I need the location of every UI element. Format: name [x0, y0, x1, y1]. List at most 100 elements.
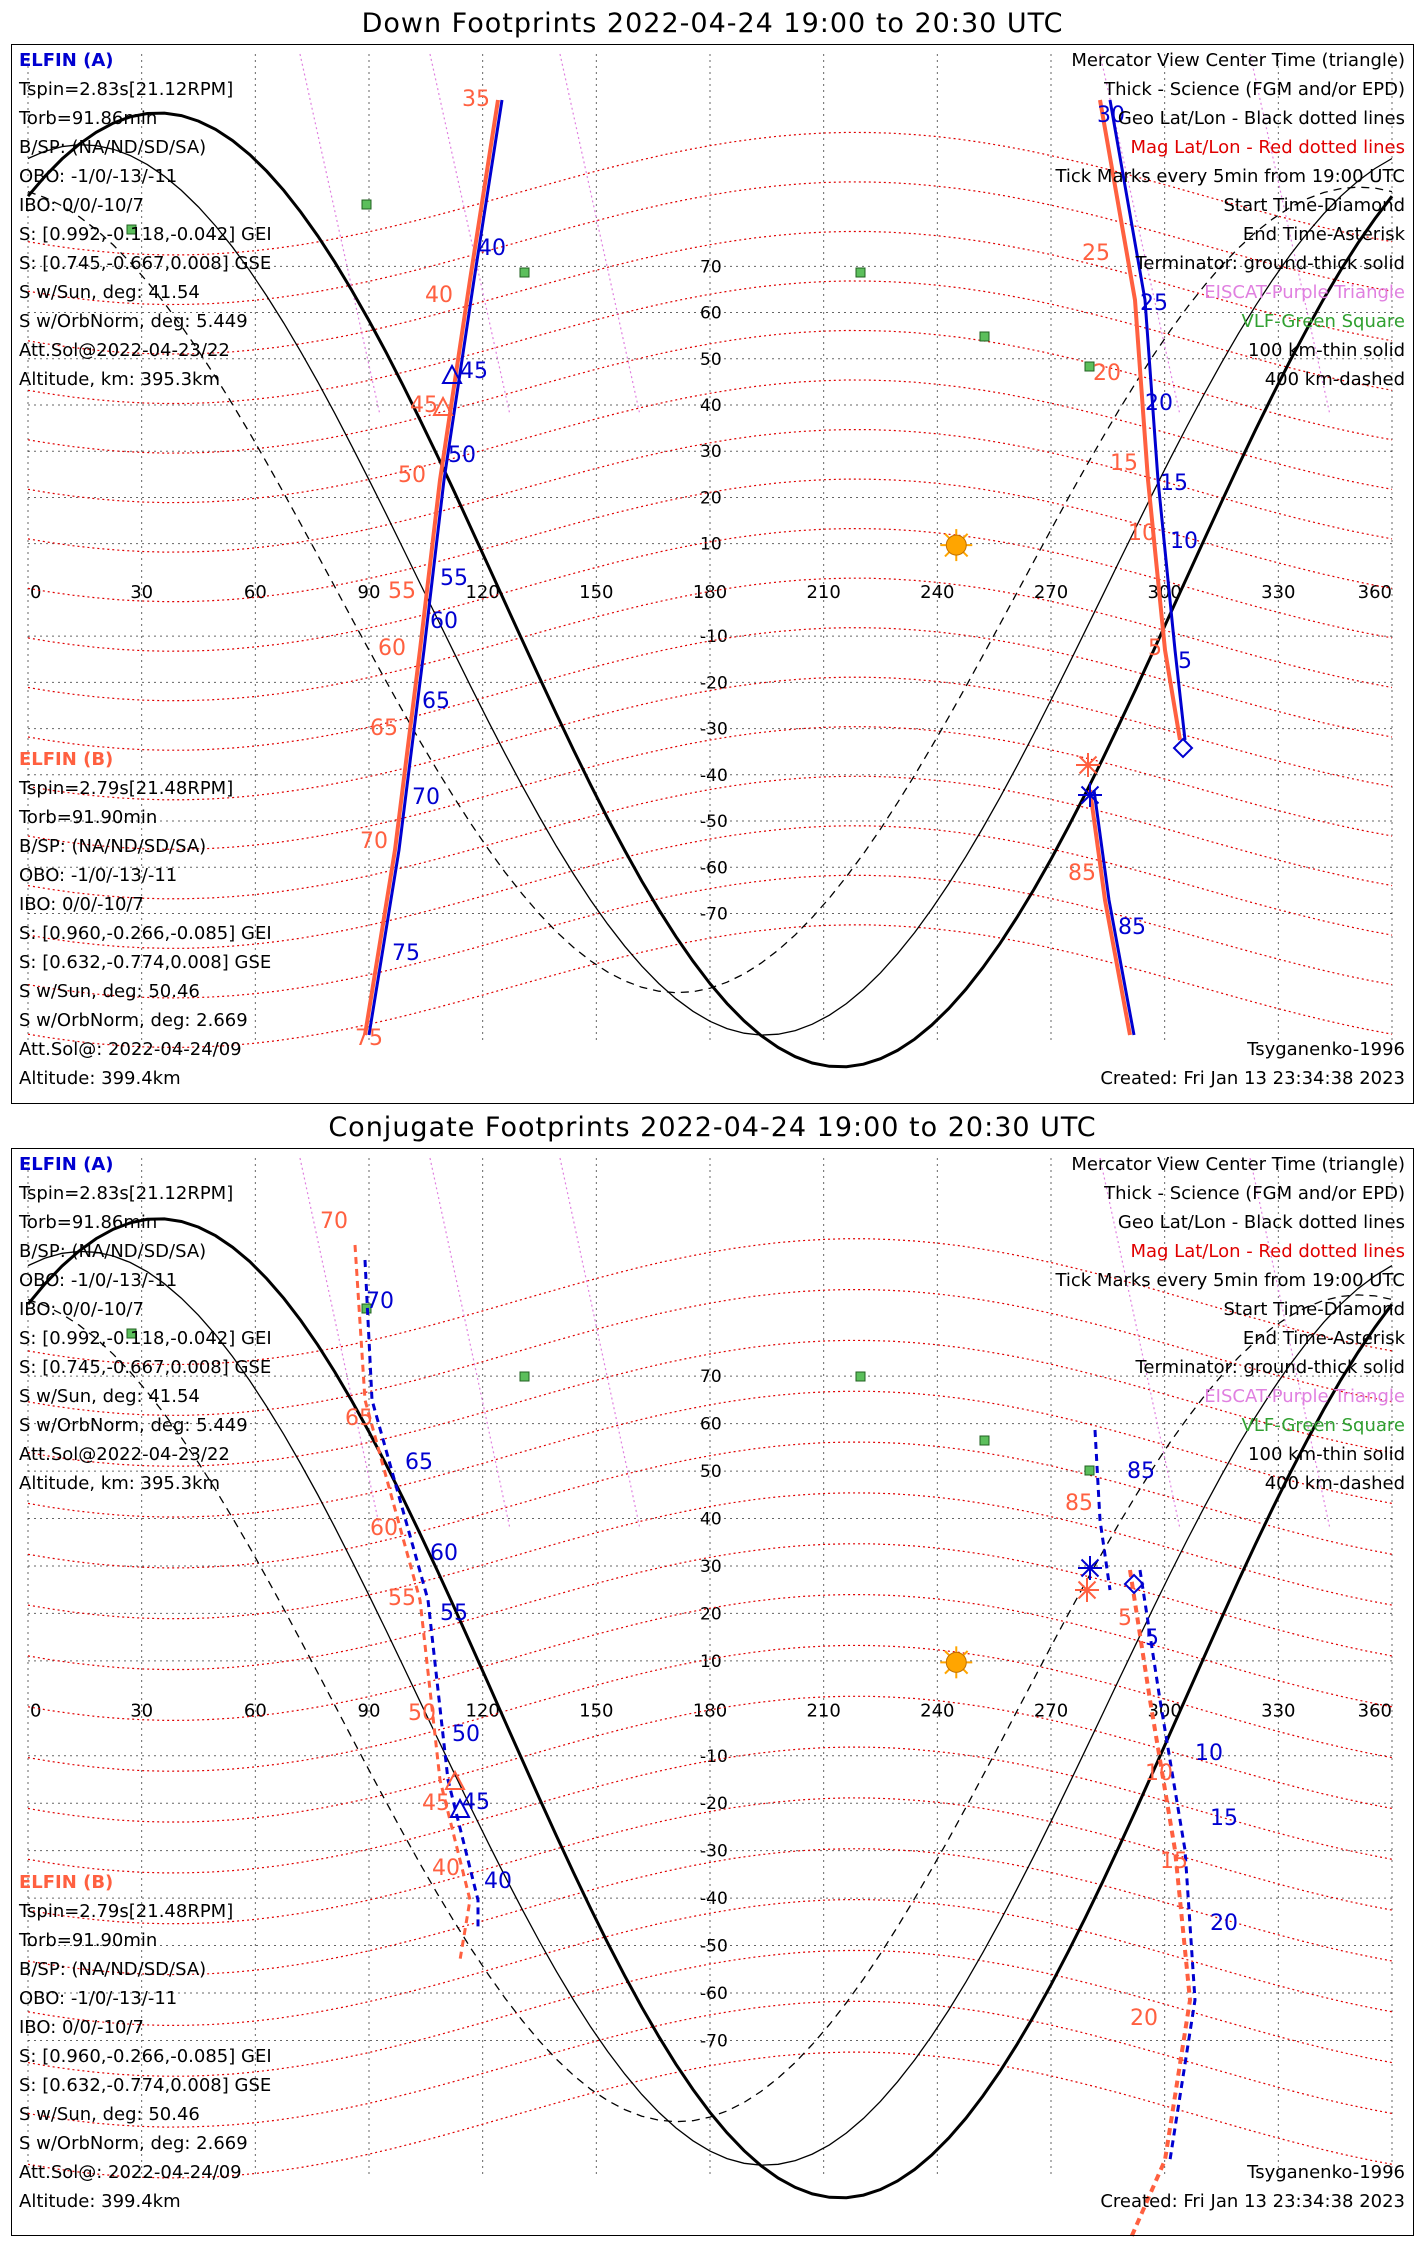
legend-2-line-9: EISCAT-Purple Triangle — [1204, 1386, 1405, 1407]
lon-tick-label: 60 — [244, 582, 267, 603]
panel-2-frame — [11, 1148, 1414, 2236]
lon-tick-label: 210 — [806, 582, 840, 603]
track-b-tick-label: 50 — [398, 463, 426, 488]
track-a-tick-label: 30 — [1097, 103, 1125, 128]
elfin-a-line-6: S: [0.992,-0.118,-0.042] GEI — [19, 224, 272, 245]
legend-2-line-6: Start Time-Diamond — [1223, 1299, 1405, 1320]
lat-tick-label: -70 — [700, 2031, 728, 2051]
end-asterisk-icon — [1077, 1580, 1097, 1600]
mag-lat-line — [27, 478, 1393, 603]
mag-lat-line — [27, 924, 1393, 1049]
elfin-b-track-east — [1098, 99, 1182, 741]
track-b-tick-label: 45 — [422, 1791, 450, 1816]
lat-tick-label: 60 — [700, 1415, 722, 1435]
track-b-tick-label: 55 — [388, 579, 416, 604]
panel-1-title: Down Footprints 2022-04-24 19:00 to 20:3… — [361, 8, 1064, 39]
track-a-tick-label: 5 — [1178, 649, 1192, 674]
lat-tick-label: 50 — [700, 1462, 722, 1482]
vlf-station-icon — [519, 1371, 530, 1382]
track-a-tick-label: 25 — [1140, 291, 1168, 316]
track-a-tick-label: 60 — [430, 1541, 458, 1566]
mag-lat-line — [27, 1441, 1393, 1569]
lon-tick-label: 210 — [806, 1700, 840, 1721]
elfin-b2-line-7: S: [0.632,-0.774,0.008] GSE — [19, 2075, 272, 2096]
lon-tick-label: 150 — [579, 582, 613, 603]
mag-lon-line — [1099, 1157, 1181, 1529]
elfin-b-line-4: OBO: -1/0/-13/-11 — [19, 865, 178, 886]
elfin-a-line-9: S w/OrbNorm, deg: 5.449 — [19, 311, 248, 332]
track-a-tick-label: 75 — [392, 941, 420, 966]
model-2: Tsyganenko-1996 — [1247, 2162, 1405, 2183]
track-a-tick-label: 85 — [1118, 915, 1146, 940]
track-a-tick-label: 20 — [1210, 1911, 1238, 1936]
lat-tick-label: -60 — [700, 1984, 728, 2004]
elfin-a-line-2: Torb=91.86min — [19, 108, 158, 129]
lon-tick-label: 30 — [130, 1700, 153, 1721]
legend-2-line-12: 400 km-dashed — [1264, 1473, 1405, 1494]
mag-lat-line — [27, 2000, 1393, 2128]
mag-lat-line — [27, 627, 1393, 751]
track-a-tick-label: 10 — [1170, 529, 1198, 554]
track-a-tick-label: 40 — [478, 236, 506, 261]
lon-tick-label: 360 — [1358, 582, 1392, 603]
track-a-tick-label: 70 — [366, 1289, 394, 1314]
elfin-a2-line-11: Altitude, km: 395.3km — [19, 1473, 221, 1494]
elfin-b2-line-4: OBO: -1/0/-13/-11 — [19, 1988, 178, 2009]
elfin-b2-line-5: IBO: 0/0/-10/7 — [19, 2017, 144, 2038]
lat-tick-label: 40 — [700, 1510, 722, 1530]
mag-lat-line — [27, 1746, 1393, 1874]
lon-tick-label: 30 — [130, 582, 153, 603]
elfin-b-line-5: IBO: 0/0/-10/7 — [19, 894, 144, 915]
mag-lat-line — [27, 726, 1393, 850]
elfin-a2-line-5: IBO: 0/0/-10/7 — [19, 1299, 144, 1320]
mag-lat-line — [27, 280, 1393, 405]
end-asterisk-icon — [1078, 755, 1098, 775]
elfin-a2-line-1: Tspin=2.83s[21.12RPM] — [19, 1183, 234, 1204]
sun-icon — [945, 534, 967, 556]
mag-lat-line — [27, 1593, 1393, 1722]
track-b-tick-label: 75 — [355, 1026, 383, 1051]
track-b-tick-label: 40 — [432, 1856, 460, 1881]
track-a-tick-label: 40 — [484, 1869, 512, 1894]
lat-tick-label: 20 — [700, 488, 722, 508]
mag-lon-line — [559, 1157, 641, 1529]
lat-tick-label: -50 — [700, 812, 728, 832]
track-b-tick-label: 70 — [360, 829, 388, 854]
track-b-tick-label: 85 — [1065, 1491, 1093, 1516]
elfin-a-line-8: S w/Sun, deg: 41.54 — [19, 282, 200, 303]
elfin-b2-line-9: S w/OrbNorm, deg: 2.669 — [19, 2133, 248, 2154]
lon-tick-label: 120 — [465, 582, 499, 603]
elfin-b-line-2: Torb=91.90min — [19, 807, 158, 828]
track-b-tick-label: 55 — [388, 1586, 416, 1611]
lat-tick-label: -50 — [700, 1937, 728, 1957]
panel-1-map: 70 60 50 40 30 20 10 -10 -20 -30 -40 -50 -60 -70 0 30 60… — [26, 53, 1394, 1069]
sun-icon — [945, 1651, 967, 1673]
lat-tick-label: -10 — [700, 627, 728, 647]
mag-lat-line — [27, 1492, 1393, 1620]
mag-lon-line — [559, 53, 641, 416]
track-b-tick-label: 10 — [1128, 521, 1156, 546]
lat-tick-label: 70 — [700, 1367, 722, 1387]
elfin-a-line-3: B/SP: (NA/ND/SD/SA) — [19, 137, 207, 158]
track-b-tick-label: 5 — [1148, 636, 1162, 661]
elfin-b-line-1: Tspin=2.79s[21.48RPM] — [19, 778, 234, 799]
lon-tick-label: 270 — [1034, 582, 1068, 603]
mag-lat-line — [27, 131, 1393, 256]
legend-1-line-8: Terminator: ground-thick solid — [1135, 253, 1405, 274]
legend-1-line-10: VLF-Green Square — [1241, 311, 1405, 332]
track-b-tick-label: 25 — [1082, 241, 1110, 266]
terminator-100km — [27, 144, 1393, 1036]
legend-1-line-3: Geo Lat/Lon - Black dotted lines — [1117, 108, 1405, 129]
center-triangle-icon — [441, 363, 463, 384]
track-a-tick-label: 50 — [448, 443, 476, 468]
lon-tick-label: 270 — [1034, 1700, 1068, 1721]
vlf-station-icon — [126, 1328, 137, 1339]
lon-tick-label: 360 — [1358, 1700, 1392, 1721]
elfin-a-track-south — [1092, 789, 1136, 1036]
elfin-b-track-west — [363, 99, 500, 1036]
elfin-a-name: ELFIN (A) — [19, 50, 114, 71]
legend-1-line-2: Thick - Science (FGM and/or EPD) — [1104, 79, 1405, 100]
mag-lat-line — [27, 1644, 1393, 1772]
track-b-tick-label: 85 — [1068, 861, 1096, 886]
